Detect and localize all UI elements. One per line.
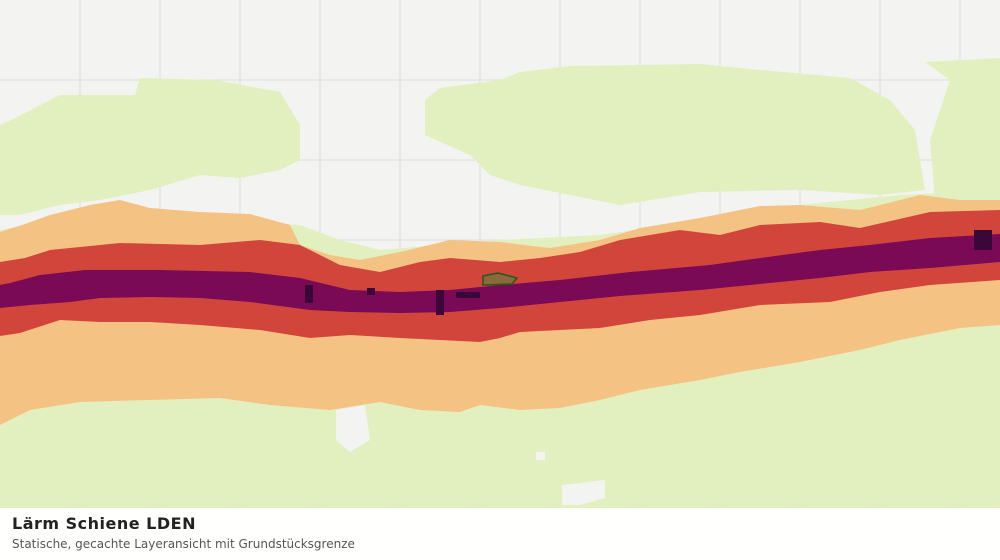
layer-subtitle: Statische, gecachte Layeransicht mit Gru… bbox=[12, 537, 355, 551]
noise-zone-70 bbox=[0, 234, 1000, 313]
layer-title: Lärm Schiene LDEN bbox=[12, 514, 196, 533]
noise-zone-75 bbox=[305, 230, 992, 315]
legend-panel: Lärm Schiene LDEN Statische, gecachte La… bbox=[0, 508, 1000, 560]
parcel-boundary bbox=[482, 272, 519, 286]
